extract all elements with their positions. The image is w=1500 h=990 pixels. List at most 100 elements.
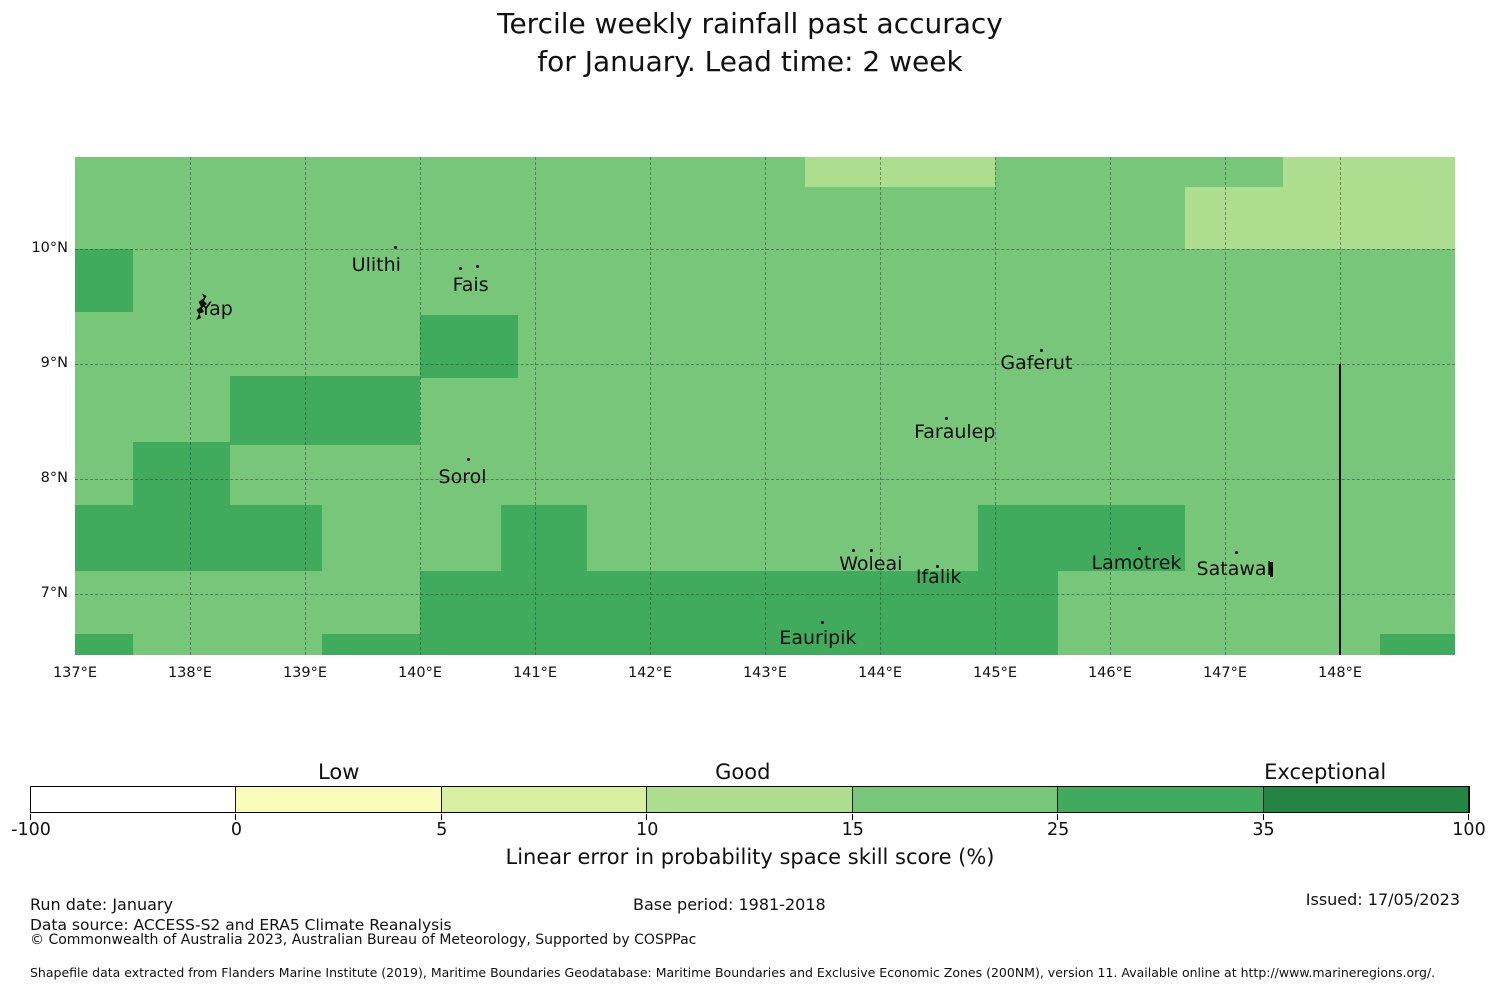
gridline-h	[75, 479, 1455, 481]
colorbar-tick-label: -100	[11, 820, 51, 840]
colorbar-segment	[852, 787, 1059, 812]
skill-region	[420, 571, 1059, 655]
skill-region	[420, 314, 518, 378]
skill-region	[75, 634, 133, 655]
colorbar-tick-label: 100	[1452, 820, 1486, 840]
x-tick-label: 143°E	[742, 665, 788, 681]
colorbar-tick-mark	[851, 814, 853, 820]
gridline-v	[880, 157, 881, 655]
x-tick-label: 142°E	[627, 665, 673, 681]
colorbar-tick-mark	[30, 814, 31, 820]
colorbar-axis-label: Linear error in probability space skill …	[505, 845, 995, 869]
colorbar-segment	[236, 787, 442, 812]
island-label-satawal: Satawal	[1196, 557, 1272, 580]
island-label-yap: Yap	[200, 297, 233, 320]
skill-region	[1282, 157, 1455, 187]
x-tick-label: 145°E	[972, 665, 1018, 681]
x-tick-label: 138°E	[167, 665, 213, 681]
gridline-h	[75, 594, 1455, 596]
colorbar: -100 0 5 10 15 25 35 100 Low Good Exceptional	[11, 760, 1486, 840]
map-plot: Yap Ulithi Fais Sorol Gaferut Faraulep Woleai I…	[75, 157, 1455, 655]
colorbar-tick-mark	[440, 814, 442, 820]
colorbar-tick-mark	[1468, 814, 1469, 820]
island-polygon-yap	[190, 292, 210, 326]
skill-region	[1184, 186, 1455, 249]
colorbar-category-label: Low	[318, 760, 360, 784]
gridline-v	[995, 157, 996, 655]
island-label-gaferut: Gaferut	[1000, 351, 1073, 374]
island-marker-dot	[1039, 348, 1043, 352]
island-marker-dot	[821, 621, 824, 625]
island-marker-dot	[945, 416, 949, 420]
colorbar-segment	[1263, 787, 1469, 812]
colorbar-tick-mark	[1057, 814, 1059, 820]
figure-title: Tercile weekly rainfall past accuracy fo…	[0, 5, 1500, 81]
colorbar-tick-label: 5	[436, 820, 448, 840]
x-tick-label: 148°E	[1317, 665, 1363, 681]
footer-copyright: © Commonwealth of Australia 2023, Austra…	[30, 932, 697, 948]
gridline-h	[75, 249, 1455, 250]
footer-issued: Issued: 17/05/2023	[1305, 890, 1460, 909]
island-label-woleai: Woleai	[839, 553, 903, 576]
colorbar-tick-label: 0	[230, 820, 242, 840]
y-tick-label: 9°N	[40, 355, 68, 372]
footer-shapefile-note: Shapefile data extracted from Flanders M…	[30, 965, 1436, 980]
skill-region	[500, 505, 587, 572]
y-tick-label: 7°N	[40, 585, 68, 602]
island-marker-dot	[394, 246, 398, 250]
colorbar-segment	[441, 787, 648, 812]
footer-data-source: Data source: ACCESS-S2 and ERA5 Climate …	[30, 916, 452, 934]
colorbar-tick-label: 25	[1047, 820, 1070, 840]
colorbar-category-label: Exceptional	[1264, 760, 1387, 784]
island-label-ulithi: Ulithi	[351, 254, 401, 277]
colorbar-tick-mark	[1262, 814, 1264, 820]
figure-title-line1: Tercile weekly rainfall past accuracy	[497, 7, 1003, 40]
x-tick-label: 139°E	[282, 665, 328, 681]
x-tick-label: 147°E	[1202, 665, 1248, 681]
colorbar-segment	[31, 787, 237, 812]
colorbar-tick-mark	[235, 814, 237, 820]
skill-region	[75, 249, 133, 313]
skill-region	[230, 375, 420, 445]
island-marker-dot	[1138, 546, 1142, 550]
gridline-h	[75, 364, 1455, 366]
island-label-eauripik: Eauripik	[779, 626, 857, 649]
x-tick-label: 140°E	[397, 665, 443, 681]
y-tick-label: 10°N	[31, 240, 68, 256]
island-label-sorol: Sorol	[438, 465, 487, 488]
skill-region	[1380, 634, 1455, 655]
colorbar-segment	[647, 787, 853, 812]
skill-region	[805, 157, 995, 187]
island-marker-dot	[936, 564, 939, 568]
island-label-fais: Fais	[452, 273, 489, 296]
island-marker-dot	[466, 457, 470, 461]
footer-run-date: Run date: January	[30, 895, 173, 914]
island-label-faraulep: Faraulep	[914, 420, 996, 443]
island-marker-dot	[476, 264, 479, 268]
gridline-v	[1225, 157, 1226, 655]
gridline-v	[190, 157, 191, 655]
eez-boundary-line	[1339, 364, 1341, 655]
colorbar-tick-mark	[646, 814, 648, 820]
x-tick-label: 141°E	[512, 665, 558, 681]
x-tick-label: 137°E	[52, 665, 98, 681]
colorbar-tick-label: 35	[1252, 820, 1275, 840]
island-marker-dot	[852, 548, 856, 552]
gridline-v	[765, 157, 766, 655]
island-marker-dot	[458, 267, 462, 271]
skill-region	[322, 634, 420, 655]
gridline-v	[305, 157, 306, 655]
footer-base-period: Base period: 1981-2018	[633, 895, 826, 914]
x-tick-label: 146°E	[1087, 665, 1133, 681]
colorbar-tick-label: 15	[841, 820, 864, 840]
skill-region	[75, 505, 323, 572]
gridline-v	[420, 157, 421, 655]
island-marker-bar	[1269, 561, 1273, 577]
y-tick-label: 8°N	[40, 470, 68, 487]
gridline-v	[650, 157, 651, 655]
gridline-v	[535, 157, 536, 655]
island-marker-dot	[870, 548, 874, 552]
skill-region	[977, 505, 1185, 572]
colorbar-tick-label: 10	[636, 820, 659, 840]
